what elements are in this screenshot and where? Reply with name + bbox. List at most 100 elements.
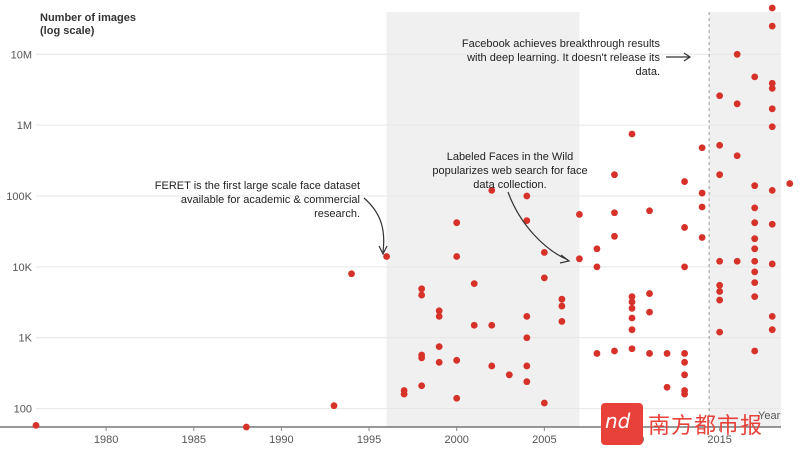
- y-tick-label: 10K: [12, 262, 32, 274]
- annotation-feret-line2: available for academic & commercial: [181, 194, 360, 206]
- data-point: [698, 189, 706, 197]
- watermark-glyph: nd: [605, 409, 631, 433]
- data-point: [786, 180, 794, 187]
- data-point: [418, 351, 426, 359]
- data-point: [435, 343, 443, 350]
- watermark-logo-icon: nd: [601, 403, 643, 445]
- data-point: [540, 399, 548, 407]
- data-point: [593, 245, 601, 253]
- x-tick-label: 2005: [532, 434, 556, 446]
- data-point: [663, 383, 671, 391]
- annotation-facebook-line2: with deep learning. It doesn't release i…: [466, 52, 660, 64]
- data-point: [751, 293, 759, 301]
- data-point: [751, 182, 759, 190]
- x-axis-title: Year: [758, 410, 781, 422]
- data-point: [751, 347, 759, 355]
- data-point: [768, 105, 776, 113]
- data-point: [716, 257, 724, 265]
- data-point: [628, 345, 636, 353]
- data-point: [716, 171, 724, 179]
- data-point: [768, 220, 776, 228]
- data-point: [348, 270, 355, 278]
- data-point: [751, 245, 759, 253]
- data-point: [768, 313, 776, 320]
- data-point: [470, 280, 478, 288]
- data-point: [751, 268, 759, 276]
- data-point: [681, 178, 688, 185]
- y-axis-title-line2: (log scale): [40, 25, 95, 37]
- data-point: [523, 313, 531, 320]
- data-point: [681, 358, 688, 366]
- data-point: [242, 423, 250, 431]
- data-point: [646, 290, 653, 297]
- data-point: [663, 350, 671, 357]
- annotation-feret: FERET is the first large scale face data…: [155, 180, 388, 256]
- annotation-facebook: Facebook achieves breakthrough results w…: [462, 38, 692, 78]
- data-point: [611, 171, 618, 179]
- annotation-facebook-line1: Facebook achieves breakthrough results: [462, 38, 661, 50]
- data-point: [646, 207, 653, 215]
- y-tick-label: 1M: [17, 120, 32, 132]
- data-point: [768, 326, 776, 334]
- data-point: [698, 203, 706, 211]
- data-point: [505, 371, 513, 379]
- data-points: [32, 4, 794, 431]
- data-point: [751, 204, 759, 212]
- annotation-feret-arrowhead: [378, 245, 388, 256]
- annotation-lfw-line2: popularizes web search for face: [432, 165, 587, 177]
- y-tick-label: 10M: [11, 49, 32, 61]
- data-point: [751, 235, 759, 243]
- data-point: [32, 421, 40, 429]
- data-point: [768, 85, 776, 92]
- data-point: [400, 387, 408, 394]
- data-point: [558, 295, 566, 303]
- data-point: [383, 253, 390, 260]
- data-point: [418, 382, 426, 390]
- data-point: [576, 211, 583, 218]
- data-point: [751, 279, 759, 286]
- y-tick-label: 100: [14, 404, 32, 416]
- data-point: [593, 350, 601, 357]
- x-tick-label: 1980: [94, 434, 118, 446]
- data-point: [418, 291, 426, 299]
- data-point: [628, 326, 636, 334]
- annotation-lfw-line1: Labeled Faces in the Wild: [447, 151, 574, 163]
- data-point: [453, 394, 461, 402]
- data-point: [733, 257, 741, 265]
- data-point: [435, 313, 443, 320]
- data-point: [558, 302, 566, 310]
- data-point: [751, 73, 759, 81]
- data-point: [611, 232, 618, 240]
- data-point: [716, 141, 724, 149]
- data-point: [733, 152, 741, 160]
- annotation-feret-line3: research.: [314, 208, 360, 220]
- data-point: [628, 314, 636, 322]
- data-point: [523, 334, 531, 342]
- data-point: [751, 219, 759, 227]
- data-point: [488, 362, 496, 370]
- data-point: [453, 219, 461, 227]
- data-point: [768, 79, 776, 87]
- annotation-facebook-arrowhead: [683, 52, 692, 62]
- data-point: [453, 253, 461, 260]
- y-tick-label: 1K: [19, 333, 33, 345]
- data-point: [716, 328, 724, 336]
- data-point: [698, 144, 706, 152]
- data-point: [681, 263, 688, 271]
- data-point: [716, 281, 724, 289]
- data-point: [733, 100, 741, 108]
- x-tick-label: 2015: [707, 434, 731, 446]
- annotation-lfw-arrow: [507, 191, 569, 261]
- data-point: [418, 285, 426, 293]
- data-point: [716, 296, 724, 304]
- y-axis-title-line1: Number of images: [40, 12, 136, 24]
- data-point: [523, 217, 531, 224]
- data-point: [540, 249, 548, 256]
- data-point: [611, 209, 618, 217]
- data-point: [593, 263, 601, 271]
- data-point: [698, 234, 706, 241]
- data-point: [733, 50, 741, 58]
- x-tick-label: 2000: [444, 434, 468, 446]
- data-point: [751, 257, 759, 265]
- data-point: [628, 130, 636, 138]
